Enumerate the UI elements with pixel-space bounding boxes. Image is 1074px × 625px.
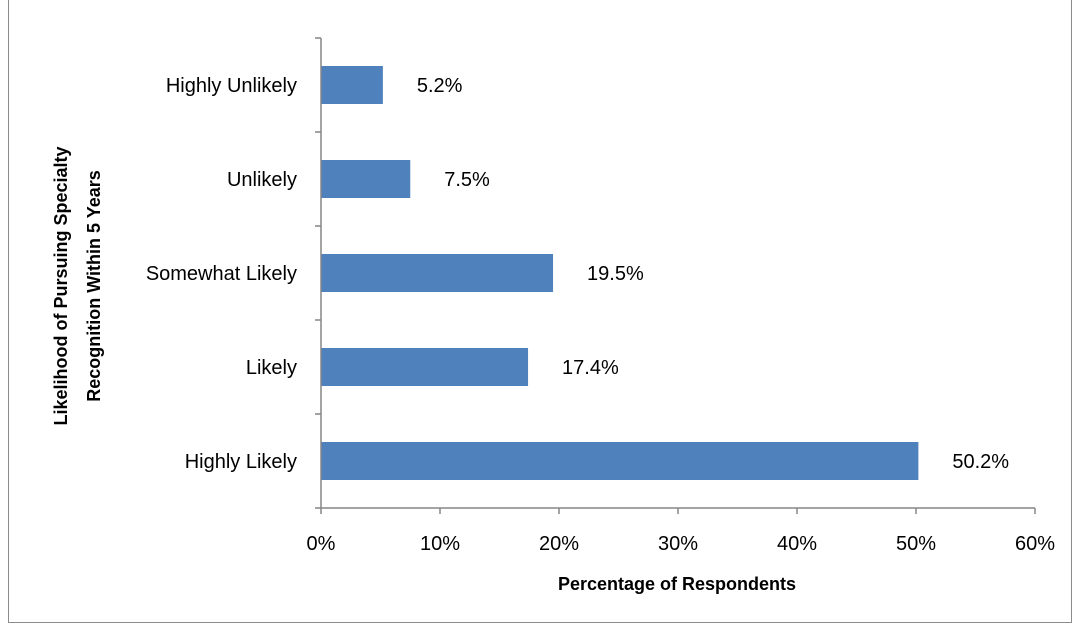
category-label: Likely	[246, 357, 297, 379]
x-tick-label: 0%	[307, 533, 336, 555]
data-label: 19.5%	[587, 263, 644, 285]
y-axis-title-line-2: Recognition Within 5 Years	[84, 170, 104, 402]
bar	[321, 66, 383, 104]
category-label: Somewhat Likely	[146, 263, 297, 285]
x-tick-label: 50%	[896, 533, 936, 555]
x-tick-label: 20%	[539, 533, 579, 555]
ticks-layer	[315, 37, 1036, 514]
chart-frame	[8, 0, 1072, 623]
data-label: 7.5%	[444, 169, 490, 191]
labels-layer: 0% 10% 20% 30% 40% 50% 60% Highly Unlikely 5.2% U…	[146, 75, 1055, 555]
category-label: Highly Likely	[185, 451, 297, 473]
x-tick-label: 30%	[658, 533, 698, 555]
y-axis-title: Likelihood of Pursuing Specialty Recogni…	[51, 146, 104, 425]
bar	[321, 348, 529, 386]
x-tick-label: 60%	[1015, 533, 1055, 555]
data-label: 50.2%	[952, 451, 1009, 473]
data-label: 5.2%	[417, 75, 463, 97]
bar	[321, 160, 411, 198]
x-tick-label: 40%	[777, 533, 817, 555]
bars-layer	[321, 66, 919, 480]
x-axis-title: Percentage of Respondents	[558, 574, 796, 594]
bar	[321, 254, 554, 292]
category-label: Unlikely	[227, 169, 297, 191]
x-tick-label: 10%	[420, 533, 460, 555]
data-label: 17.4%	[562, 357, 619, 379]
bar	[321, 442, 919, 480]
y-axis-title-line-1: Likelihood of Pursuing Specialty	[51, 146, 71, 425]
category-label: Highly Unlikely	[166, 75, 297, 97]
